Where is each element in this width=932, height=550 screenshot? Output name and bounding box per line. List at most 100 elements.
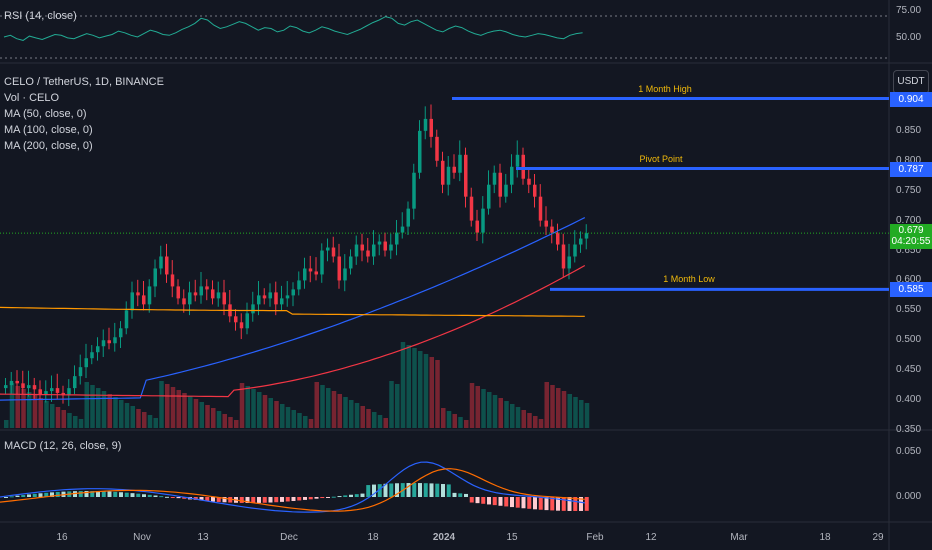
- candle-body: [113, 337, 117, 344]
- macd-histogram-bar: [268, 497, 273, 503]
- volume-bar: [67, 413, 72, 428]
- candle-body: [4, 385, 8, 389]
- volume-bar: [239, 383, 245, 428]
- macd-histogram-bar: [113, 491, 118, 497]
- macd-histogram-bar: [331, 496, 336, 498]
- volume-bar: [464, 420, 469, 428]
- candle-body: [435, 136, 439, 161]
- ma200-legend[interactable]: MA (200, close, 0): [4, 140, 93, 152]
- volume-bar: [297, 413, 302, 428]
- last-price-tag: 0.679 04:20:55: [890, 224, 932, 250]
- candle-body: [245, 313, 249, 329]
- volume-bar: [406, 345, 411, 428]
- volume-bar: [44, 401, 49, 428]
- volume-bar: [446, 411, 452, 428]
- price-tick: 0.350: [896, 424, 922, 435]
- volume-bar: [21, 389, 26, 428]
- time-axis-label: 18: [819, 532, 831, 543]
- macd-histogram-bar: [326, 497, 330, 498]
- candle-body: [395, 232, 399, 245]
- macd-histogram-bar: [308, 497, 313, 500]
- volume-bar: [498, 398, 503, 428]
- macd-histogram-bar: [320, 497, 325, 499]
- volume-bar: [533, 416, 538, 428]
- time-axis-label: Mar: [730, 532, 748, 543]
- macd-signal-line: [0, 468, 585, 512]
- macd-histogram-bar: [429, 483, 434, 497]
- macd-histogram-bar: [366, 485, 371, 497]
- currency-button[interactable]: USDT: [893, 70, 929, 94]
- candle-body: [538, 196, 543, 221]
- volume-bar: [228, 417, 233, 428]
- macd-histogram-bar: [216, 497, 221, 502]
- macd-histogram-bar: [372, 484, 376, 497]
- candle-body: [176, 286, 180, 299]
- ma50-legend[interactable]: MA (50, close, 0): [4, 108, 87, 120]
- candle-body: [452, 166, 456, 173]
- level-label: 1 Month Low: [663, 274, 715, 285]
- rsi-tick-50: 50.00: [896, 32, 922, 43]
- candle-body: [291, 289, 295, 296]
- candle-body: [199, 286, 203, 296]
- volume-bar: [182, 393, 187, 428]
- candle-body: [130, 292, 134, 311]
- macd-histogram-bar: [567, 497, 572, 511]
- volume-bar: [4, 420, 9, 428]
- candle-body: [406, 208, 410, 227]
- volume-bar: [349, 400, 354, 428]
- macd-histogram-bar: [170, 497, 175, 498]
- volume-bar: [73, 416, 78, 428]
- candle-body: [337, 256, 341, 281]
- macd-histogram-bar: [314, 497, 319, 499]
- candle-body: [142, 295, 146, 305]
- candle-body: [383, 241, 387, 251]
- candle-body: [412, 172, 416, 209]
- macd-histogram-bar: [285, 497, 290, 502]
- macd-histogram-bar: [584, 497, 589, 511]
- candle-body: [78, 367, 83, 377]
- level-price-tag: 0.787: [890, 161, 932, 177]
- time-axis-label: Feb: [586, 532, 604, 543]
- volume-bar: [400, 342, 406, 428]
- candle-body: [510, 166, 514, 185]
- candle-body: [308, 268, 313, 272]
- volume-bar: [211, 408, 216, 428]
- volume-bar: [159, 381, 164, 428]
- volume-bar: [561, 391, 567, 428]
- candle-body: [331, 247, 336, 257]
- symbol-title[interactable]: CELO / TetherUS, 1D, BINANCE: [4, 76, 164, 88]
- candle-body: [320, 250, 324, 275]
- price-tick: 0.800: [896, 154, 922, 166]
- time-axis-label: Nov: [133, 532, 151, 543]
- volume-bar: [423, 354, 429, 428]
- macd-histogram-bar: [251, 497, 256, 503]
- candle-body: [458, 154, 462, 173]
- candle-body: [366, 250, 370, 257]
- candle-body: [9, 380, 14, 386]
- candle-body: [101, 340, 106, 347]
- candle-body: [584, 233, 589, 239]
- volume-legend[interactable]: Vol · CELO: [4, 92, 60, 104]
- volume-bar: [452, 414, 457, 428]
- macd-histogram-bar: [136, 493, 141, 497]
- volume-bar: [78, 419, 84, 428]
- ma100-legend[interactable]: MA (100, close, 0): [4, 124, 93, 136]
- volume-bar: [107, 394, 112, 428]
- volume-bar: [142, 412, 147, 428]
- macd-histogram-bar: [182, 497, 187, 499]
- macd-histogram-bar: [550, 497, 555, 511]
- macd-histogram-bar: [222, 497, 227, 503]
- candle-body: [15, 380, 19, 384]
- volume-bar: [441, 408, 446, 428]
- macd-histogram-bar: [423, 483, 428, 497]
- volume-bar: [251, 389, 256, 428]
- macd-histogram-bar: [4, 497, 8, 498]
- candle-body: [50, 388, 54, 392]
- candle-body: [481, 208, 485, 233]
- macd-histogram-bar: [337, 496, 342, 498]
- volume-bar: [32, 395, 38, 428]
- candle-body: [314, 271, 318, 275]
- volume-bar: [119, 400, 124, 428]
- price-tick: 0.550: [896, 304, 922, 316]
